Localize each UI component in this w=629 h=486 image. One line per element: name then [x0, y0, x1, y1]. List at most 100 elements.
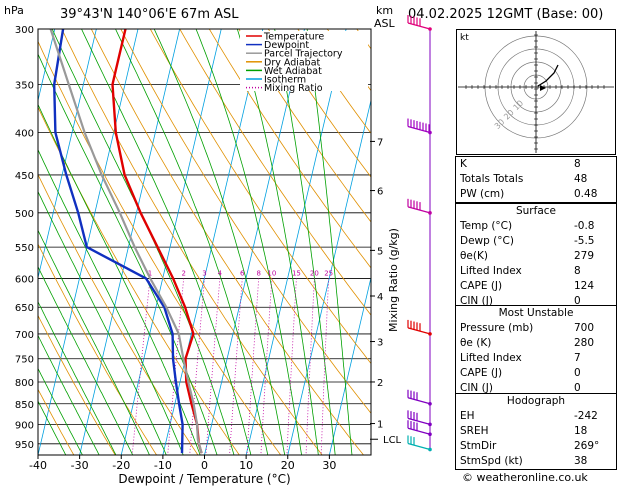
surface-cin-label: CIN (J)	[460, 295, 493, 307]
surface-dewp-value: -5.5	[574, 235, 595, 247]
mixing-ratio-label: 20	[310, 269, 319, 277]
mu-cape-value: 0	[574, 367, 581, 379]
km-tick-label: 4	[377, 292, 383, 303]
most-unstable-title: Most Unstable	[498, 307, 574, 319]
stmdir-value: 269°	[574, 440, 600, 452]
wet-adiabat	[38, 229, 150, 455]
isotherm	[287, 98, 371, 455]
wet-adiabat	[306, 29, 353, 455]
barb-dot	[428, 27, 432, 31]
wet-adiabat	[38, 53, 218, 455]
isotherm	[204, 29, 305, 455]
pressure-tick-label: 500	[15, 209, 34, 220]
mixing-ratio-label: 4	[218, 269, 223, 277]
isotherm	[79, 29, 181, 455]
mixing-ratio-label: 3	[202, 269, 206, 277]
dry-adiabat	[38, 388, 75, 455]
mixing-ratio-line	[131, 278, 151, 455]
dry-adiabat	[90, 29, 364, 455]
legend-label: Parcel Trajectory	[264, 49, 343, 60]
surface-table: Surface Temp (°C) -0.8 Dewp (°C) -5.5 θe(K…	[455, 203, 617, 310]
dry-adiabat	[38, 173, 199, 455]
pressure-tick-label: 750	[15, 355, 34, 366]
wet-adiabat	[236, 29, 319, 455]
isotherm	[0, 29, 13, 455]
wind-barb	[407, 435, 432, 452]
pressure-tick-label: 300	[15, 25, 34, 36]
k-label: K	[460, 158, 467, 170]
surface-temp-value: -0.8	[574, 220, 595, 232]
pressure-tick-label: 350	[15, 80, 34, 91]
legend-background	[240, 31, 368, 91]
mixing-ratio-label: 1	[148, 269, 152, 277]
wet-adiabat	[51, 29, 235, 455]
mixing-ratio-label: 10	[267, 269, 276, 277]
eh-value: -242	[574, 410, 598, 422]
barb-shaft	[407, 417, 431, 425]
stmspd-value: 38	[574, 455, 588, 467]
wind-barb	[407, 118, 432, 135]
indices-table: K 8 Totals Totals 48 PW (cm) 0.48	[455, 156, 617, 203]
asl-label: ASL	[374, 17, 395, 30]
legend-label: Temperature	[263, 32, 324, 43]
km-tick-label: 6	[377, 187, 383, 198]
km-tick-label: 7	[377, 137, 383, 148]
k-value: 8	[574, 158, 581, 170]
sreh-value: 18	[574, 425, 588, 437]
mixing-ratio-label: 25	[324, 269, 333, 277]
barb-shaft	[407, 442, 431, 451]
dry-adiabat	[38, 314, 116, 455]
hpa-label: hPa	[4, 4, 24, 17]
surface-li-label: Lifted Index	[460, 265, 522, 277]
wind-barb	[407, 15, 432, 31]
surface-cape-label: CAPE (J)	[460, 280, 503, 292]
tt-value: 48	[574, 173, 588, 185]
km-tick-label: 2	[377, 378, 383, 389]
surface-cin-value: 0	[574, 295, 581, 307]
km-tick-label: 3	[377, 338, 383, 349]
pressure-tick-label: 800	[15, 378, 34, 389]
dry-adiabat	[120, 29, 371, 414]
mu-cape-label: CAPE (J)	[460, 367, 503, 379]
temp-tick-label: 0	[201, 459, 208, 472]
km-tick-label: 5	[377, 246, 383, 257]
mixing-ratio-line	[246, 278, 260, 455]
wet-adiabat	[274, 29, 336, 455]
wind-barb	[407, 389, 432, 406]
datetime-title: 04.02.2025 12GMT (Base: 00)	[408, 7, 604, 22]
mixing-ratio-line	[260, 278, 273, 455]
wet-adiabat	[38, 367, 83, 455]
legend-label: Mixing Ratio	[264, 83, 323, 94]
temp-tick-label: -30	[71, 459, 89, 472]
surface-li-value: 8	[574, 265, 581, 277]
storm-motion-arrow	[540, 85, 546, 91]
dry-adiabat	[149, 29, 371, 365]
wet-adiabat	[38, 400, 67, 455]
wind-barb	[407, 319, 432, 336]
pressure-tick-label: 950	[15, 440, 34, 451]
legend-label: Wet Adiabat	[264, 66, 322, 77]
isotherm	[328, 275, 371, 455]
stmspd-label: StmSpd (kt)	[460, 455, 523, 467]
dry-adiabat	[267, 29, 371, 178]
pressure-tick-label: 650	[15, 303, 34, 314]
legend-label: Isotherm	[264, 75, 306, 86]
pressure-tick-label: 700	[15, 330, 34, 341]
most-unstable-table: Most Unstable Pressure (mb) 700 θe (K) 280…	[455, 305, 617, 397]
hodograph-table-title: Hodograph	[506, 395, 566, 407]
wind-barb	[407, 198, 432, 215]
barb-shaft	[407, 206, 431, 214]
mixing-ratio-line	[229, 278, 243, 455]
surface-temp-label: Temp (°C)	[460, 220, 513, 232]
pressure-tick-label: 550	[15, 243, 34, 254]
mixing-ratio-line	[205, 278, 221, 455]
copyright: © weatheronline.co.uk	[462, 471, 588, 484]
mixing-ratio-axis-title: Mixing Ratio (g/kg)	[387, 228, 400, 332]
wet-adiabat	[38, 334, 100, 455]
pressure-tick-label: 850	[15, 400, 34, 411]
wet-adiabat	[38, 148, 184, 455]
mu-cin-label: CIN (J)	[460, 382, 493, 394]
dry-adiabat	[179, 29, 371, 316]
